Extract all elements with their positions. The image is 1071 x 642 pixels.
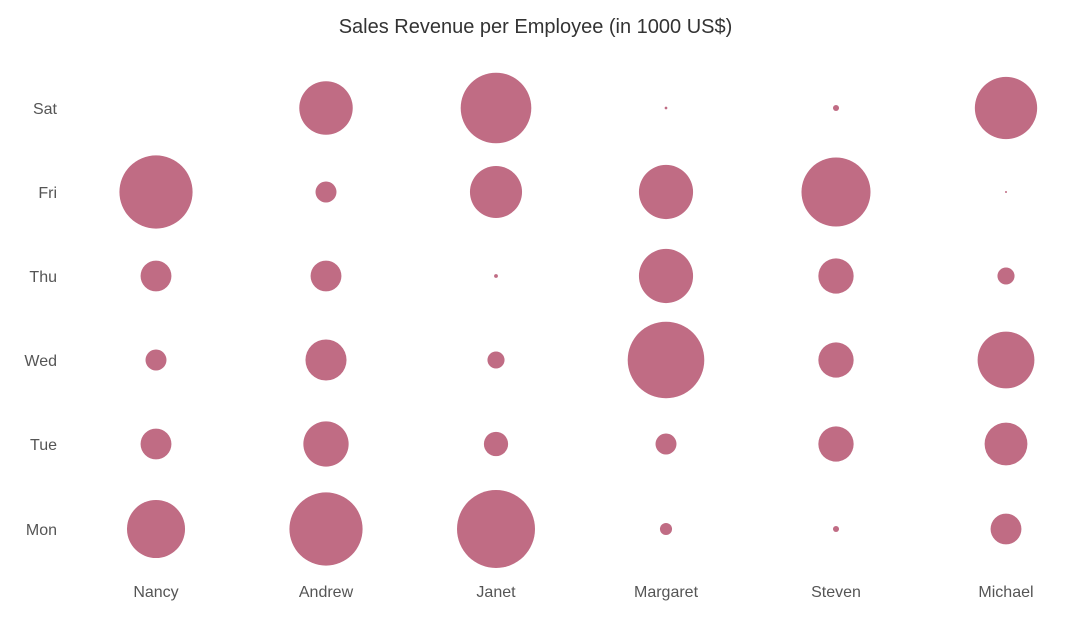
bubble-janet-wed[interactable]: [487, 351, 505, 369]
y-axis-ticks: Mon Tue Wed Thu Fri Sat: [24, 101, 57, 539]
bubble-andrew-fri[interactable]: [315, 181, 337, 203]
bubble-nancy-fri[interactable]: [119, 155, 193, 229]
bubble-janet-thu[interactable]: [494, 274, 498, 278]
bubble-michael-mon[interactable]: [990, 513, 1022, 545]
bubble-nancy-thu[interactable]: [140, 260, 172, 292]
chart-title: Sales Revenue per Employee (in 1000 US$): [338, 16, 733, 38]
bubble-margaret-mon[interactable]: [659, 522, 673, 536]
y-tick-label-mon: Mon: [26, 522, 57, 539]
bubble-michael-tue[interactable]: [984, 422, 1028, 466]
bubble-andrew-mon[interactable]: [289, 492, 363, 566]
bubble-andrew-wed[interactable]: [305, 339, 347, 381]
bubble-janet-mon[interactable]: [457, 490, 535, 568]
bubble-nancy-mon[interactable]: [126, 499, 186, 559]
bubble-nancy-tue[interactable]: [140, 428, 172, 460]
bubble-michael-wed[interactable]: [977, 331, 1035, 389]
y-tick-label-sat: Sat: [33, 101, 58, 118]
bubble-michael-fri[interactable]: [1005, 191, 1007, 193]
y-tick-label-fri: Fri: [38, 185, 57, 202]
y-tick-label-thu: Thu: [29, 269, 57, 286]
bubble-janet-tue[interactable]: [483, 431, 509, 457]
bubble-andrew-tue[interactable]: [303, 421, 349, 467]
bubble-janet-sat[interactable]: [460, 72, 532, 144]
bubble-margaret-wed[interactable]: [627, 321, 705, 399]
x-axis-ticks: Nancy Andrew Janet Margaret Steven Michael: [133, 584, 1033, 601]
bubble-michael-thu[interactable]: [997, 267, 1015, 285]
bubble-steven-wed[interactable]: [818, 342, 854, 378]
bubble-janet-fri[interactable]: [469, 165, 523, 219]
bubble-steven-mon[interactable]: [832, 525, 840, 533]
bubble-michael-sat[interactable]: [974, 76, 1038, 140]
x-tick-label-margaret: Margaret: [634, 584, 699, 601]
bubble-steven-fri[interactable]: [801, 157, 871, 227]
bubble-margaret-thu[interactable]: [638, 248, 694, 304]
bubble-steven-thu[interactable]: [818, 258, 854, 294]
bubble-margaret-sat[interactable]: [664, 106, 668, 110]
bubble-steven-sat[interactable]: [832, 104, 840, 112]
x-tick-label-andrew: Andrew: [299, 584, 354, 601]
bubble-andrew-thu[interactable]: [310, 260, 342, 292]
x-tick-label-steven: Steven: [811, 584, 861, 601]
bubble-steven-tue[interactable]: [818, 426, 854, 462]
x-tick-label-janet: Janet: [476, 584, 516, 601]
x-tick-label-nancy: Nancy: [133, 584, 178, 601]
bubble-nancy-wed[interactable]: [145, 349, 167, 371]
bubble-margaret-tue[interactable]: [655, 433, 677, 455]
bubble-margaret-fri[interactable]: [638, 164, 694, 220]
x-tick-label-michael: Michael: [978, 584, 1033, 601]
bubble-andrew-sat[interactable]: [299, 81, 353, 135]
y-tick-label-tue: Tue: [30, 437, 57, 454]
bubble-series: [119, 72, 1038, 568]
y-tick-label-wed: Wed: [24, 353, 57, 370]
